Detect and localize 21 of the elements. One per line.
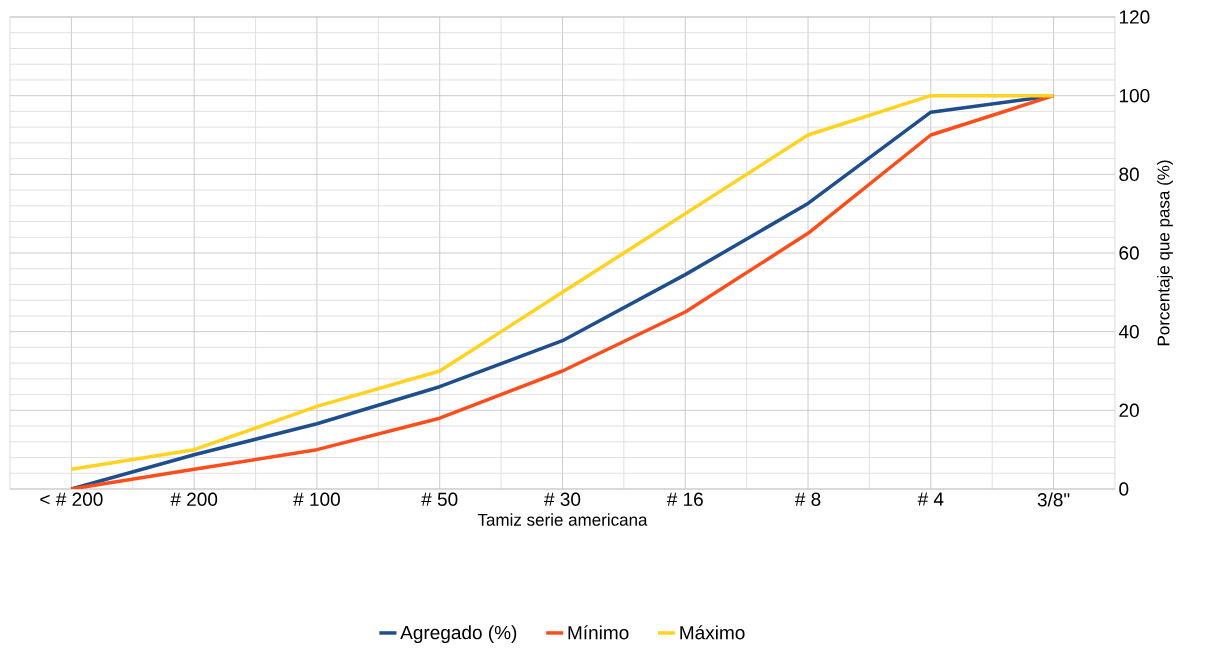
y-tick-label: 120 <box>1119 10 1150 24</box>
x-tick-label: # 8 <box>794 492 821 506</box>
y-tick-label: 40 <box>1118 324 1139 339</box>
x-tick-label: # 30 <box>544 492 581 506</box>
x-tick-label: # 100 <box>293 492 340 506</box>
legend-label: Máximo <box>680 625 745 640</box>
legend-label: Mínimo <box>568 625 629 640</box>
y-tick-label: 20 <box>1119 403 1139 418</box>
y-axis-title: Porcentaje que pasa (%) <box>1157 160 1173 346</box>
legend-label: Agregado (%) <box>400 625 517 644</box>
x-axis-title: Tamiz serie americana <box>477 513 648 526</box>
y-tick-label: 60 <box>1119 246 1139 260</box>
x-tick-label: # 200 <box>170 492 218 506</box>
x-tick-label: # 4 <box>917 492 944 506</box>
x-tick-label: < # 200 <box>40 492 103 506</box>
x-tick-label: 3/8" <box>1037 492 1070 507</box>
y-tick-label: 100 <box>1119 88 1150 103</box>
y-tick-label: 0 <box>1119 482 1129 496</box>
x-tick-label: # 16 <box>666 492 703 506</box>
y-tick-label: 80 <box>1119 167 1139 182</box>
x-tick-label: # 50 <box>421 492 458 506</box>
